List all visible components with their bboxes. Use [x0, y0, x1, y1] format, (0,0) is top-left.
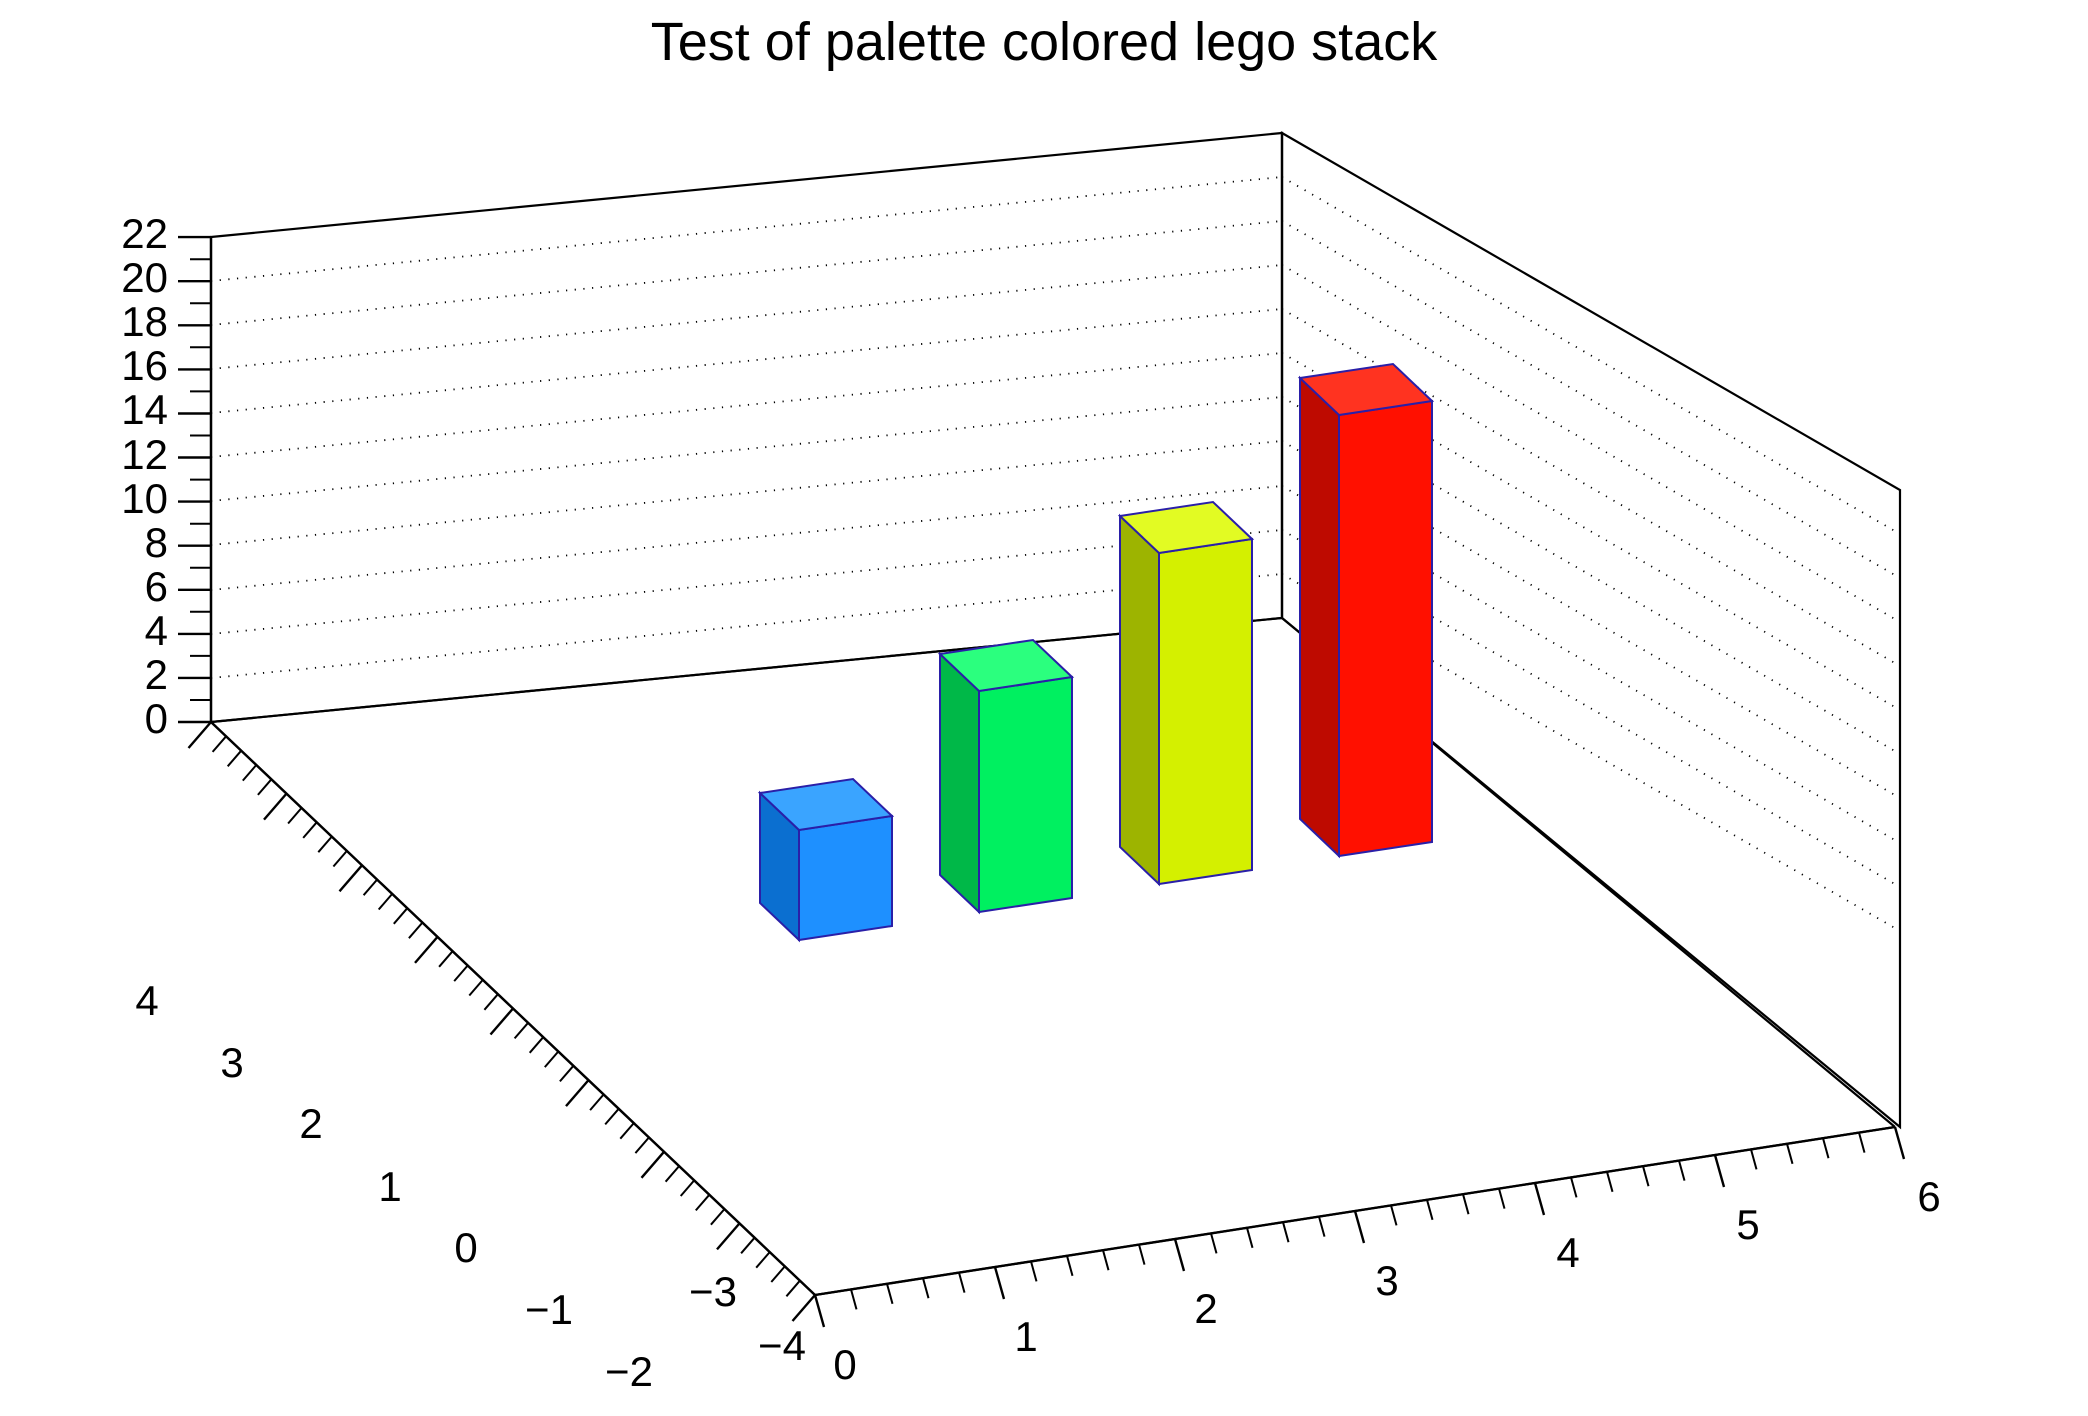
z-tick-label: 20 — [121, 254, 168, 301]
bar-3-top-face — [1117, 500, 1255, 555]
y-axis-tick-labels: 4 3 2 1 0 −1 −2 −3 −4 — [135, 977, 806, 1395]
x-axis-major-ticks — [813, 1126, 1906, 1328]
bar-1-top-face — [757, 777, 895, 832]
floor-front-overlay — [1432, 842, 1895, 1127]
y-tick-label: 3 — [220, 1039, 243, 1086]
scene-middle-edges — [210, 133, 1284, 724]
y-tick-label: 1 — [378, 1163, 401, 1210]
bar-1-front-face — [798, 814, 893, 942]
bar-3-side-face — [1119, 513, 1160, 887]
left-wall-gridlines — [210, 176, 1283, 679]
lego-bar-3[interactable] — [1117, 500, 1255, 887]
lego-bar-1[interactable] — [757, 777, 895, 943]
y-tick-label: 0 — [454, 1224, 477, 1271]
z-tick-label: 10 — [121, 475, 168, 522]
z-tick-label: 4 — [145, 607, 168, 654]
page-title: Test of palette colored lego stack — [651, 12, 1438, 72]
z-axis[interactable]: 0 2 4 6 8 10 12 14 16 18 20 22 — [121, 210, 213, 742]
z-tick-label: 2 — [145, 651, 168, 698]
z-tick-label: 22 — [121, 210, 168, 257]
x-tick-label: 3 — [1375, 1257, 1398, 1304]
bar-2-front-face — [978, 675, 1073, 914]
x-tick-label: 4 — [1556, 1229, 1579, 1276]
y-tick-label: −2 — [605, 1348, 653, 1395]
z-tick-label: 16 — [121, 342, 168, 389]
bar-3-front-face — [1158, 537, 1253, 886]
z-tick-label: 14 — [121, 386, 168, 433]
z-tick-label: 8 — [145, 519, 168, 566]
lego-bar-4[interactable] — [1297, 362, 1435, 859]
bar-2-side-face — [939, 651, 980, 915]
z-axis-major-ticks — [178, 235, 211, 724]
x-axis[interactable]: 0 1 2 3 4 5 6 — [813, 1125, 1941, 1388]
x-axis-minor-ticks — [850, 1132, 1866, 1310]
y-axis-minor-ticks — [211, 735, 801, 1297]
x-tick-label: 2 — [1194, 1285, 1217, 1332]
y-axis[interactable]: 4 3 2 1 0 −1 −2 −3 −4 — [135, 721, 816, 1395]
y-axis-major-ticks — [187, 721, 816, 1322]
z-axis-minor-ticks — [190, 258, 211, 701]
right-wall-gridlines — [1281, 176, 1901, 932]
x-tick-label: 0 — [833, 1341, 856, 1388]
y-tick-label: 2 — [299, 1100, 322, 1147]
bar-4-side-face — [1299, 375, 1340, 859]
x-tick-label: 1 — [1014, 1313, 1037, 1360]
y-tick-label: −4 — [758, 1322, 806, 1369]
x-axis-tick-labels: 0 1 2 3 4 5 6 — [833, 1173, 1940, 1388]
y-tick-label: 4 — [135, 977, 158, 1024]
z-tick-label: 18 — [121, 298, 168, 345]
z-axis-tick-labels: 0 2 4 6 8 10 12 14 16 18 20 22 — [121, 210, 168, 742]
z-tick-label: 12 — [121, 431, 168, 478]
wall-corner-bottom-edge — [210, 616, 1283, 724]
lego-bar-2[interactable] — [937, 638, 1075, 915]
bar-2-top-face — [937, 638, 1075, 693]
bar-4-front-face — [1338, 399, 1433, 858]
x-tick-label: 5 — [1736, 1201, 1759, 1248]
z-tick-label: 0 — [145, 695, 168, 742]
y-tick-label: −1 — [525, 1286, 573, 1333]
x-tick-label: 6 — [1917, 1173, 1940, 1220]
y-tick-label: −3 — [689, 1268, 737, 1315]
z-tick-label: 6 — [145, 563, 168, 610]
bar-4-top-face — [1297, 362, 1435, 417]
